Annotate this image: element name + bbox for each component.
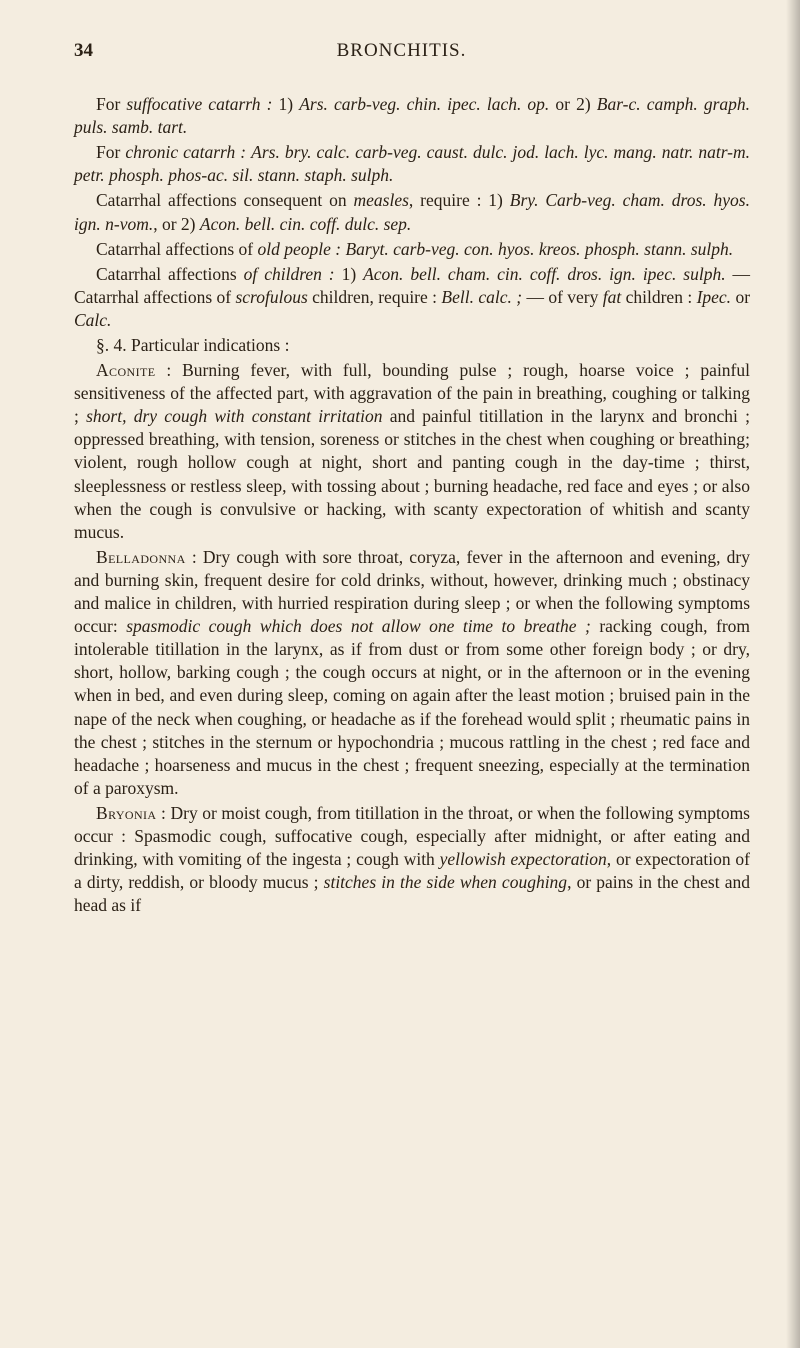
symptom-emphasis: stitches in the side when coughing	[324, 872, 567, 892]
term-old-people: old people :	[257, 239, 341, 259]
paragraph-aconite: Aconite : Burning fever, with full, boun…	[74, 359, 750, 544]
term-measles: measles	[354, 190, 409, 210]
symptom-emphasis: spasmodic cough which does not allow one…	[126, 616, 591, 636]
page-edge-shadow	[786, 0, 800, 1348]
remedy-name-bryonia: Bryonia	[96, 803, 156, 823]
text: Catarrhal affections	[96, 264, 244, 284]
remedy-ipec: Ipec.	[697, 287, 732, 307]
remedy-name-belladonna: Belladonna	[96, 547, 186, 567]
term-scrofulous: scrofulous	[235, 287, 307, 307]
body-text: For suffocative catarrh : 1) Ars. carb-v…	[74, 93, 750, 917]
section-heading: §. 4. Particular indications :	[74, 334, 750, 357]
text: racking cough, from intolerable titillat…	[74, 616, 750, 798]
remedy-calc: Calc.	[74, 310, 111, 330]
text: 1)	[335, 264, 363, 284]
term-chronic-catarrh: chronic catarrh :	[125, 142, 246, 162]
text: 1)	[272, 94, 299, 114]
text: — of very	[522, 287, 603, 307]
page: 34 BRONCHITIS. For suffocative catarrh :…	[0, 0, 800, 1348]
remedy-list: Bell. calc. ;	[441, 287, 522, 307]
text: and painful titillation in the larynx an…	[74, 406, 750, 541]
remedy-name-aconite: Aconite	[96, 360, 155, 380]
paragraph-suffocative: For suffocative catarrh : 1) Ars. carb-v…	[74, 93, 750, 139]
text: For	[96, 94, 126, 114]
symptom-emphasis: short, dry cough with constant irritatio…	[86, 406, 382, 426]
paragraph-chronic: For chronic catarrh : Ars. bry. calc. ca…	[74, 141, 750, 187]
symptom-emphasis: yellowish expectoration	[440, 849, 607, 869]
text: or 2)	[549, 94, 596, 114]
text: Catarrhal affections of	[96, 239, 257, 259]
paragraph-measles: Catarrhal affections consequent on measl…	[74, 189, 750, 235]
paragraph-belladonna: Belladonna : Dry cough with sore throat,…	[74, 546, 750, 800]
text: , require : 1)	[409, 190, 510, 210]
term-of-children: of children :	[244, 264, 335, 284]
text: children, require :	[308, 287, 442, 307]
paragraph-children: Catarrhal affections of children : 1) Ac…	[74, 263, 750, 332]
text: Catarrhal affections consequent on	[96, 190, 354, 210]
paragraph-bryonia: Bryonia : Dry or moist cough, from titil…	[74, 802, 750, 917]
paragraph-old-people: Catarrhal affections of old people : Bar…	[74, 238, 750, 261]
page-header: 34 BRONCHITIS.	[74, 38, 750, 63]
text: , or 2)	[153, 214, 200, 234]
text: For	[96, 142, 125, 162]
text: or	[731, 287, 750, 307]
remedy-list: Baryt. carb-veg. con. hyos. kreos. phosp…	[345, 239, 733, 259]
remedy-list: Ars. carb-veg. chin. ipec. lach. op.	[299, 94, 549, 114]
text: children :	[621, 287, 696, 307]
term-suffocative-catarrh: suffocative catarrh :	[126, 94, 272, 114]
page-number: 34	[74, 38, 93, 63]
running-title: BRONCHITIS.	[93, 38, 750, 63]
remedy-list: Acon. bell. cin. coff. dulc. sep.	[200, 214, 411, 234]
remedy-list: Acon. bell. cham. cin. coff. dros. ign. …	[363, 264, 725, 284]
term-fat: fat	[603, 287, 621, 307]
